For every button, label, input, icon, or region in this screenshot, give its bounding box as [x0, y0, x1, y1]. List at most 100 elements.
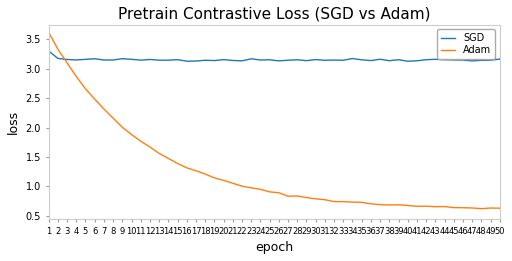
Adam	[414, 205, 420, 208]
SGD	[138, 59, 144, 62]
Adam	[55, 48, 61, 51]
Adam	[110, 117, 116, 120]
SGD	[276, 59, 282, 62]
SGD	[414, 59, 420, 62]
Title: Pretrain Contrastive Loss (SGD vs Adam): Pretrain Contrastive Loss (SGD vs Adam)	[118, 7, 431, 22]
SGD	[248, 57, 254, 60]
SGD	[313, 58, 319, 61]
Adam	[441, 205, 447, 208]
Adam	[331, 200, 337, 203]
SGD	[64, 58, 70, 61]
SGD	[175, 58, 181, 61]
SGD	[73, 58, 79, 62]
SGD	[294, 58, 301, 61]
Adam	[230, 182, 236, 185]
SGD	[202, 59, 208, 62]
SGD	[258, 58, 264, 62]
SGD	[221, 58, 227, 61]
SGD	[129, 58, 135, 61]
Adam	[119, 126, 125, 129]
Adam	[322, 198, 328, 201]
SGD	[349, 57, 355, 60]
SGD	[184, 60, 190, 63]
Adam	[349, 200, 355, 204]
Adam	[469, 206, 475, 210]
Adam	[451, 206, 457, 209]
Adam	[165, 157, 172, 160]
SGD	[497, 57, 503, 61]
Adam	[156, 152, 162, 155]
SGD	[377, 58, 383, 61]
Adam	[294, 194, 301, 198]
SGD	[441, 58, 447, 61]
SGD	[331, 58, 337, 62]
Adam	[147, 145, 153, 149]
Adam	[497, 207, 503, 210]
SGD	[92, 57, 98, 60]
Adam	[460, 206, 466, 209]
Adam	[193, 169, 199, 172]
Adam	[221, 179, 227, 182]
Adam	[423, 205, 429, 208]
SGD	[119, 57, 125, 60]
SGD	[147, 58, 153, 61]
Adam	[386, 203, 392, 206]
Adam	[404, 204, 411, 207]
SGD	[304, 59, 310, 62]
Adam	[129, 133, 135, 136]
Line: Adam: Adam	[49, 32, 500, 209]
Adam	[258, 188, 264, 191]
SGD	[404, 60, 411, 63]
Adam	[313, 197, 319, 200]
SGD	[230, 59, 236, 62]
Adam	[175, 162, 181, 165]
Adam	[285, 195, 291, 198]
SGD	[460, 58, 466, 62]
Adam	[202, 173, 208, 176]
Adam	[377, 203, 383, 206]
SGD	[478, 59, 484, 62]
SGD	[110, 58, 116, 62]
SGD	[193, 60, 199, 63]
SGD	[165, 59, 172, 62]
SGD	[451, 58, 457, 62]
Adam	[64, 61, 70, 64]
Adam	[276, 191, 282, 194]
X-axis label: epoch: epoch	[255, 241, 293, 254]
Adam	[395, 203, 401, 206]
Legend: SGD, Adam: SGD, Adam	[437, 29, 495, 59]
Adam	[138, 140, 144, 143]
SGD	[469, 59, 475, 62]
Adam	[239, 185, 245, 188]
SGD	[285, 59, 291, 62]
SGD	[46, 49, 52, 52]
Adam	[101, 107, 107, 110]
Adam	[46, 31, 52, 34]
SGD	[211, 59, 218, 62]
SGD	[386, 59, 392, 62]
Adam	[82, 87, 89, 90]
SGD	[487, 59, 494, 62]
Adam	[248, 186, 254, 189]
SGD	[322, 59, 328, 62]
SGD	[156, 59, 162, 62]
SGD	[358, 58, 365, 61]
Adam	[304, 196, 310, 199]
Adam	[92, 98, 98, 101]
SGD	[55, 57, 61, 60]
Y-axis label: loss: loss	[7, 110, 20, 134]
Adam	[432, 205, 438, 208]
SGD	[101, 58, 107, 62]
Adam	[73, 75, 79, 78]
SGD	[239, 59, 245, 62]
Adam	[211, 176, 218, 180]
SGD	[368, 59, 374, 62]
Adam	[184, 166, 190, 169]
Adam	[267, 190, 273, 193]
Adam	[358, 201, 365, 204]
SGD	[267, 58, 273, 61]
SGD	[82, 58, 89, 61]
SGD	[395, 58, 401, 61]
Adam	[340, 200, 346, 203]
SGD	[340, 59, 346, 62]
